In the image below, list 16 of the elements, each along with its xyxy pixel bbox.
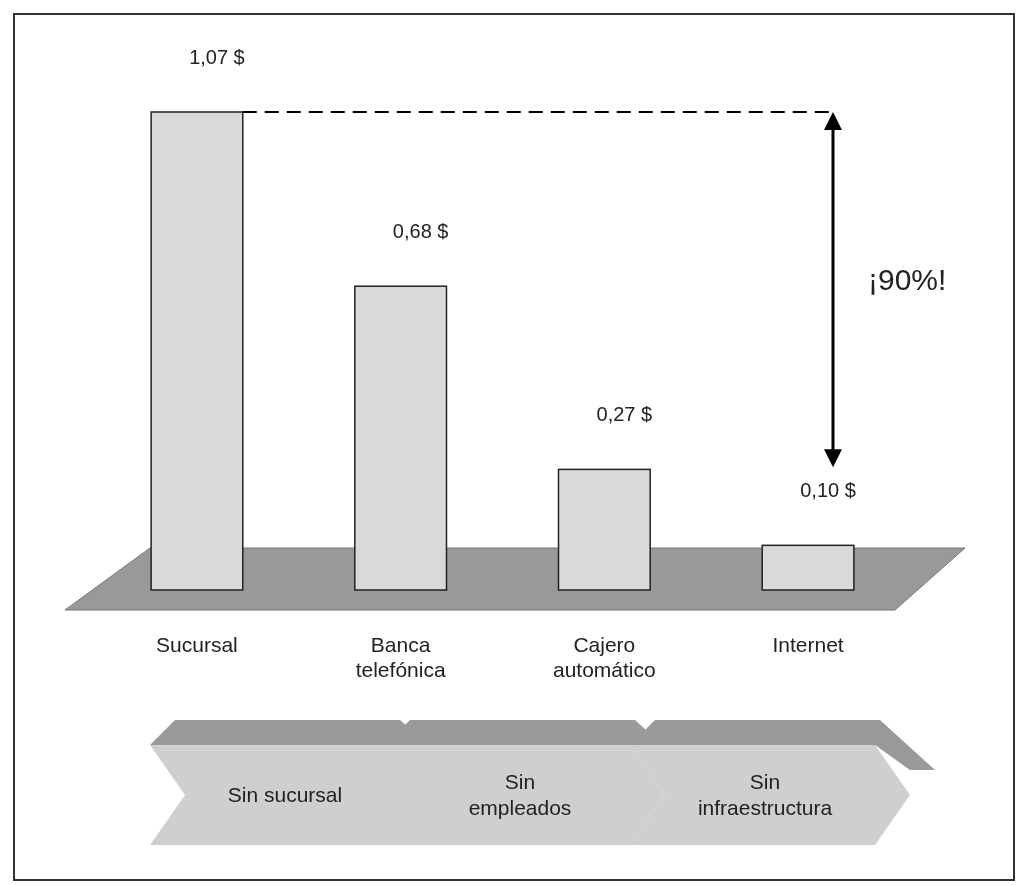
- data-label: 0,68 $: [392, 220, 449, 243]
- text: Sin empleados: [468, 770, 572, 819]
- text: Sin infraestructura: [697, 770, 833, 819]
- bar: [557, 468, 651, 591]
- x-tick-label: Sucursal: [156, 633, 238, 656]
- data-label: 1,07 $: [189, 46, 245, 68]
- bar: [761, 544, 855, 591]
- data-label: 0,10 $: [800, 479, 856, 502]
- bar: [150, 111, 244, 591]
- x-tick-label: Cajero automático: [552, 633, 656, 681]
- x-tick-label: Internet: [772, 633, 844, 656]
- x-tick-label: Banca telefónica: [355, 633, 446, 681]
- bar: [354, 285, 448, 591]
- text: Sin sucursal: [227, 783, 343, 806]
- annotation: ¡90%!: [868, 262, 947, 296]
- data-label: 0,27 $: [596, 403, 653, 426]
